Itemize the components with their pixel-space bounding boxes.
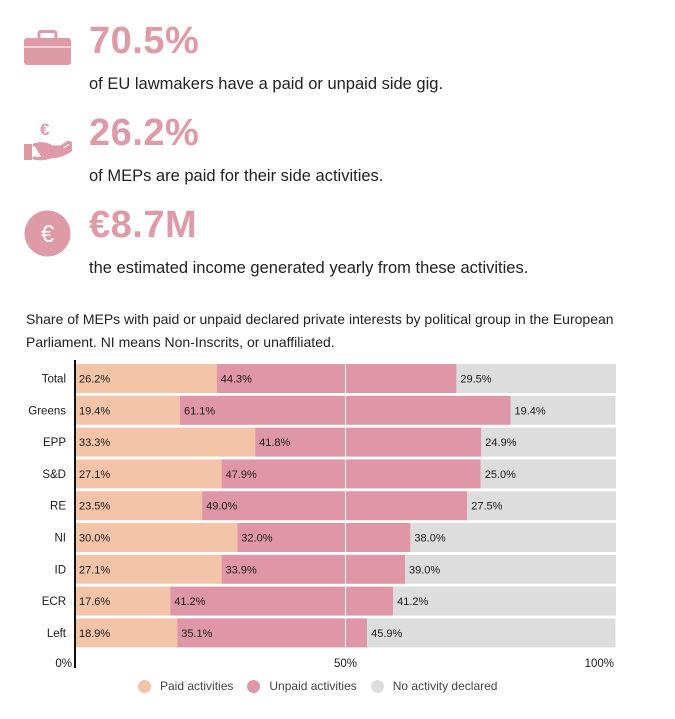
stat-value: 26.2%: [89, 112, 200, 154]
data-label: 26.2%: [79, 374, 110, 386]
bar-segment-none: [467, 491, 616, 521]
bar-segment-paid: [75, 618, 178, 648]
data-label: 17.6%: [79, 596, 110, 608]
category-label: S&D: [42, 469, 66, 481]
bar-segment-none: [481, 427, 616, 457]
data-label: 18.9%: [79, 628, 110, 640]
category-label: NI: [55, 533, 67, 545]
legend-item-unpaid: Unpaid activities: [247, 679, 357, 693]
data-label: 25.0%: [485, 469, 516, 481]
category-label: EPP: [43, 437, 66, 449]
data-label: 30.0%: [79, 533, 110, 545]
data-label: 32.0%: [241, 533, 272, 545]
bar-segment-none: [456, 364, 616, 393]
data-label: 41.8%: [259, 437, 290, 449]
data-label: 41.2%: [174, 596, 205, 608]
data-label: 33.3%: [79, 437, 110, 449]
bar-segment-none: [410, 523, 616, 552]
bar-segment-none: [393, 586, 616, 616]
bar-segment-unpaid: [237, 523, 411, 552]
category-label: ID: [55, 564, 67, 576]
svg-text:€: €: [40, 120, 50, 139]
bar-segment-unpaid: [202, 491, 468, 521]
data-label: 39.0%: [409, 564, 440, 576]
bar-segment-paid: [75, 364, 217, 393]
bar-segment-paid: [75, 491, 203, 521]
x-tick-label: 50%: [334, 658, 357, 670]
category-label: Left: [47, 628, 67, 640]
data-label: 47.9%: [226, 469, 257, 481]
data-label: 61.1%: [184, 405, 215, 417]
bar-segment-unpaid: [170, 586, 394, 616]
bar-segment-paid: [75, 586, 171, 616]
data-label: 41.2%: [397, 596, 428, 608]
bar-segment-none: [405, 554, 616, 584]
stat-description: of MEPs are paid for their side activiti…: [89, 167, 384, 185]
data-label: 19.4%: [79, 405, 110, 417]
legend-item-paid: Paid activities: [138, 679, 233, 693]
bar-segment-paid: [75, 554, 222, 584]
data-label: 33.9%: [226, 564, 257, 576]
bar-segment-none: [480, 459, 616, 489]
legend-swatch-unpaid: [247, 679, 261, 693]
chart-legend: Paid activities Unpaid activities No act…: [138, 679, 511, 693]
data-label: 35.1%: [181, 628, 212, 640]
legend-swatch-none: [370, 679, 384, 693]
data-label: 23.5%: [79, 501, 110, 513]
bar-segment-none: [367, 618, 616, 648]
data-label: 44.3%: [221, 374, 252, 386]
legend-swatch-paid: [138, 679, 151, 693]
stat-description: of EU lawmakers have a paid or unpaid si…: [89, 75, 444, 93]
data-label: 45.9%: [371, 628, 402, 640]
bar-segment-paid: [75, 395, 180, 425]
legend-label-none: No activity declared: [392, 679, 498, 693]
data-label: 27.5%: [471, 501, 502, 513]
bar-segment-none: [510, 395, 616, 425]
bar-segment-unpaid: [255, 427, 482, 457]
svg-text:€: €: [41, 221, 55, 248]
data-label: 19.4%: [515, 405, 546, 417]
bar-segment-unpaid: [221, 554, 406, 584]
category-label: ECR: [42, 596, 66, 608]
stacked-bar-chart: 26.2% 44.3% 29.5% Total 19.4% 61.1% 19.4% Green…: [28, 360, 616, 670]
chart-title: Share of MEPs with paid or unpaid declar…: [26, 311, 614, 350]
data-label: 27.1%: [79, 564, 110, 576]
bar-segment-unpaid: [216, 364, 457, 393]
bar-segment-paid: [75, 523, 238, 552]
category-label: Total: [42, 374, 66, 386]
euro-circle-icon: €: [24, 210, 71, 262]
data-label: 38.0%: [414, 533, 445, 545]
category-label: Greens: [28, 405, 66, 417]
x-tick-label: 100%: [585, 658, 614, 670]
bar-segment-unpaid: [177, 618, 368, 648]
stat-value: €8.7M: [89, 204, 198, 246]
data-label: 49.0%: [206, 501, 237, 513]
data-label: 29.5%: [460, 374, 491, 386]
stat-value: 70.5%: [89, 20, 200, 62]
category-label: RE: [50, 501, 66, 513]
briefcase-icon: [24, 30, 71, 70]
legend-item-none: No activity declared: [370, 679, 498, 693]
x-tick-label: 0%: [55, 658, 72, 670]
bar-segment-paid: [75, 459, 222, 489]
legend-label-unpaid: Unpaid activities: [269, 679, 357, 693]
stat-description: the estimated income generated yearly fr…: [89, 259, 529, 277]
data-label: 27.1%: [79, 469, 110, 481]
bar-segment-unpaid: [221, 459, 481, 489]
hand-euro-icon: €: [24, 120, 76, 167]
data-label: 24.9%: [485, 437, 516, 449]
bar-segment-paid: [75, 427, 256, 457]
legend-label-paid: Paid activities: [160, 679, 234, 693]
